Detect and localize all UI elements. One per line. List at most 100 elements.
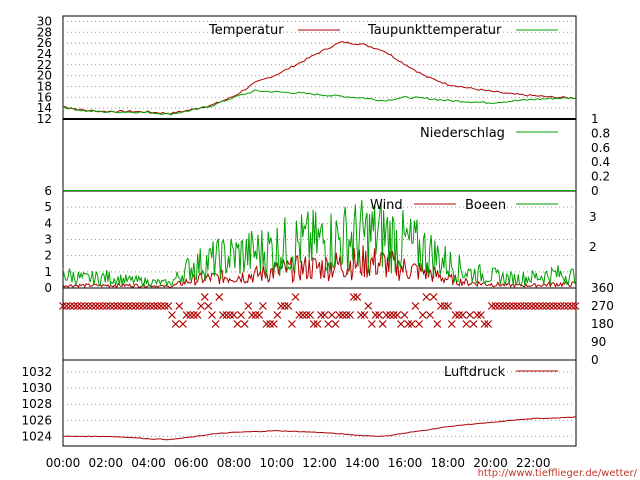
y-tick-label: 12 (37, 112, 52, 126)
wind-direction-point (531, 302, 540, 310)
wind-direction-point (571, 302, 580, 310)
wind-direction-point (495, 302, 503, 310)
wind-direction-point (535, 302, 543, 310)
series-layer (59, 40, 580, 441)
y-tick-label: 28 (37, 25, 52, 39)
wind-direction-point (149, 302, 158, 310)
wind-direction-point (117, 302, 126, 310)
wind-direction-point (386, 311, 394, 319)
wind-direction-point (440, 302, 449, 310)
series-line-boeen (62, 199, 577, 287)
x-tick-label: 12:00 (302, 456, 337, 470)
y-tick-label: 2 (44, 249, 52, 263)
wind-direction-point (447, 320, 456, 328)
y-tick-label: 4 (44, 216, 52, 230)
y-tick-label: 22 (37, 58, 52, 72)
wind-direction-point (411, 302, 420, 310)
wind-direction-point (80, 302, 89, 310)
y-tick-label: 1028 (21, 397, 52, 411)
panel-wind-direction (62, 287, 577, 361)
legend-pressure: Luftdruck (444, 365, 558, 380)
wind-direction-point (277, 302, 285, 310)
wind-direction-point (197, 302, 206, 310)
wind-direction-point (160, 302, 169, 310)
wind-direction-point (426, 311, 434, 319)
wind-direction-point (291, 293, 300, 301)
wind-direction-point (418, 311, 427, 319)
y-tick-label: 16 (37, 90, 52, 104)
wind-direction-point (502, 302, 511, 310)
wind-direction-point (124, 302, 133, 310)
series-line-temperatur (62, 40, 576, 115)
x-tick-label: 20:00 (473, 456, 508, 470)
wind-direction-point (302, 311, 311, 319)
y-tick-label: 0.4 (591, 155, 610, 169)
source-url: http://www.tiefflieger.de/wetter/ (478, 468, 638, 479)
wind-direction-point (218, 311, 227, 319)
wind-direction-point (542, 302, 551, 310)
wind-direction-point (357, 311, 365, 319)
y-tick-label: 1030 (21, 381, 52, 395)
panel-pressure (62, 359, 577, 447)
wind-direction-point (113, 302, 122, 310)
wind-direction-point (415, 320, 424, 328)
wind-direction-point (273, 311, 282, 319)
wind-direction-point (95, 302, 104, 310)
wind-direction-point (378, 320, 387, 328)
x-tick-label: 08:00 (217, 456, 252, 470)
wind-direction-point (164, 302, 173, 310)
y-tick-label: 0 (591, 184, 599, 198)
wind-direction-point (313, 320, 322, 328)
wind-direction-point (171, 320, 180, 328)
wind-direction-point (458, 311, 467, 319)
tick-layer: 00:00 02:00 04:00 06:00 08:00 10:00 12:00 14:00… (21, 14, 613, 470)
y-tick-label: 360 (591, 281, 614, 295)
wind-direction-point (237, 311, 245, 319)
wind-direction-point (317, 311, 325, 319)
legend-wind: Wind Boeen (370, 198, 558, 213)
x-tick-label: 18:00 (430, 456, 465, 470)
x-tick-label: 22:00 (516, 456, 551, 470)
wind-direction-point (524, 302, 533, 310)
wind-direction-point (397, 320, 405, 328)
wind-direction-point (306, 311, 315, 319)
wind-direction-point (527, 302, 536, 310)
wind-direction-point (473, 311, 482, 319)
wind-direction-point (436, 302, 445, 310)
wind-direction-point (226, 311, 235, 319)
wind-direction-point (360, 311, 369, 319)
wind-direction-point (91, 302, 100, 310)
wind-direction-point (88, 302, 96, 310)
y-tick-label: 90 (591, 335, 606, 349)
wind-direction-point (335, 311, 344, 319)
wind-direction-point (62, 302, 71, 310)
y-tick-label: 14 (37, 101, 52, 115)
y-tick-label: 0 (44, 281, 52, 295)
wind-direction-point (269, 320, 278, 328)
wind-direction-point (139, 302, 147, 310)
wind-direction-point (244, 302, 253, 310)
wind-direction-point (153, 302, 162, 310)
x-tick-label: 00:00 (46, 456, 81, 470)
legend-label-niederschlag: Niederschlag (420, 126, 505, 141)
wind-direction-point (320, 311, 329, 319)
y-tick-label: 30 (37, 14, 52, 28)
wind-direction-point (258, 302, 267, 310)
wind-direction-point (106, 302, 115, 310)
y-tick-label: 1 (44, 265, 52, 279)
wind-direction-point (466, 311, 474, 319)
wind-direction-point (99, 302, 107, 310)
wind-direction-point (353, 293, 362, 301)
wind-direction-point (182, 311, 191, 319)
wind-direction-point (564, 302, 573, 310)
wind-direction-point (338, 311, 347, 319)
wind-direction-point (175, 302, 184, 310)
wind-direction-point (295, 311, 304, 319)
wind-direction-point (102, 302, 111, 310)
wind-direction-point (364, 302, 373, 310)
legend-temperature: Temperatur Taupunkttemperatur (208, 23, 558, 38)
wind-direction-point (66, 302, 75, 310)
wind-direction-point (222, 311, 231, 319)
y-tick-label: 1026 (21, 413, 52, 427)
wind-direction-point (255, 311, 264, 319)
